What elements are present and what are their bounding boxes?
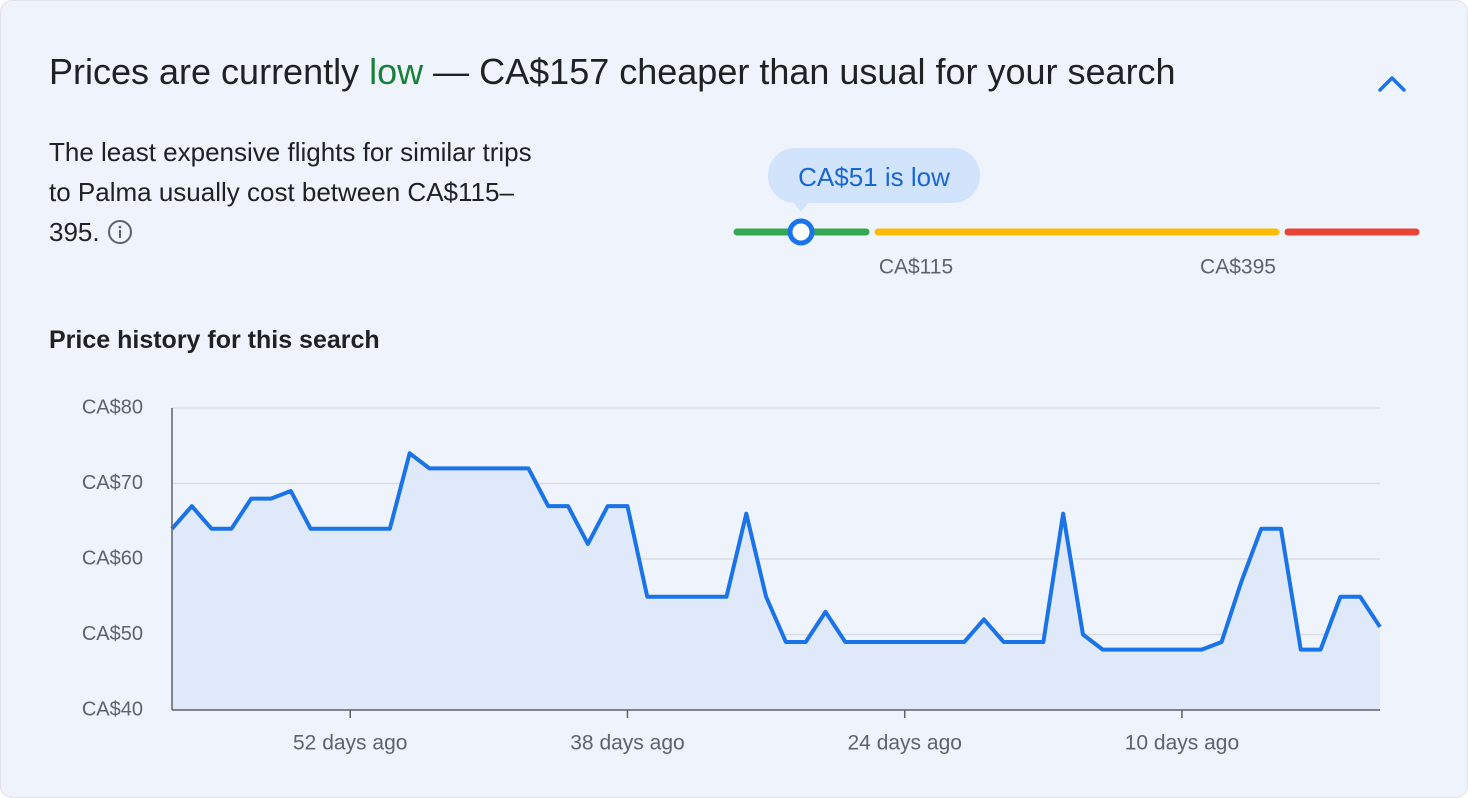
y-tick-label: CA$50 [82,623,143,645]
title-status: low [369,51,424,92]
title-end: — CA$157 cheaper than usual for your sea… [423,51,1176,92]
title-start: Prices are currently [49,51,370,92]
title: Prices are currently low — CA$157 cheape… [49,51,1176,93]
bubble-pointer [793,202,809,212]
price-line [170,451,1382,652]
y-tick-label: CA$40 [82,698,143,720]
range-low-label: CA$115 [879,256,953,279]
collapse-chevron[interactable] [1378,76,1406,92]
x-tick-label: 52 days ago [293,732,407,755]
price-area [172,453,1380,710]
x-tick-label: 24 days ago [848,732,962,755]
y-tick-label: CA$80 [82,396,143,418]
info-icon[interactable] [107,219,133,245]
price-bubble [768,148,980,203]
summary: The least expensive flights for similar … [49,132,549,252]
chart-heading: Price history for this search [49,326,380,354]
y-tick-label: CA$60 [82,547,143,569]
bubble-text: CA$51 is low [798,162,950,192]
range-high-label: CA$395 [1200,256,1276,279]
summary-text: The least expensive flights for similar … [49,137,532,247]
x-tick-label: 10 days ago [1125,732,1239,755]
y-tick-label: CA$70 [82,472,143,494]
price-marker [787,218,815,246]
x-tick-label: 38 days ago [570,732,684,755]
